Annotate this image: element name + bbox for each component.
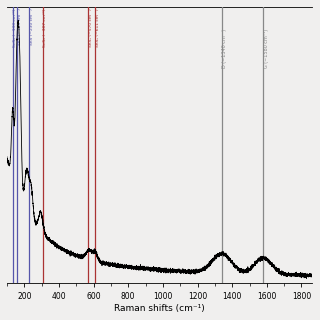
Text: SnS (~230 cm⁻¹): SnS (~230 cm⁻¹) xyxy=(30,8,34,45)
Text: SnS₂ (~611 cm⁻¹): SnS₂ (~611 cm⁻¹) xyxy=(96,8,100,47)
X-axis label: Raman shifts (cm⁻¹): Raman shifts (cm⁻¹) xyxy=(114,304,205,313)
Text: D (~1340 cm⁻¹): D (~1340 cm⁻¹) xyxy=(222,29,228,68)
Text: SnS (~159 cm⁻¹): SnS (~159 cm⁻¹) xyxy=(18,8,21,45)
Text: SnS₂ (~307 cm⁻¹): SnS₂ (~307 cm⁻¹) xyxy=(43,8,47,47)
Text: SnS₂ (~133 cm⁻¹): SnS₂ (~133 cm⁻¹) xyxy=(13,8,17,47)
Text: SnS₂ (~570 cm⁻¹): SnS₂ (~570 cm⁻¹) xyxy=(89,8,93,47)
Text: G (~1580 cm⁻¹): G (~1580 cm⁻¹) xyxy=(264,29,269,68)
